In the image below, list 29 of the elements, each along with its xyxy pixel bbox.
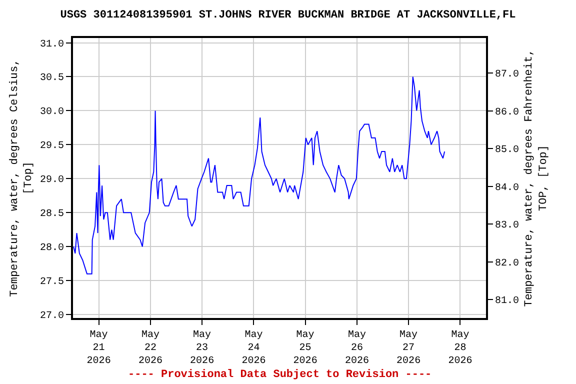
x-tick-label: May 25 2026	[293, 330, 318, 367]
y-tick-label: 28.5	[40, 209, 64, 220]
x-tick-label: May 28 2026	[448, 330, 472, 367]
x-tick-label: May 23 2026	[190, 330, 214, 367]
y2-tick-label: 84.0	[495, 182, 520, 194]
x-tick-label: May 21 2026	[86, 330, 111, 367]
x-tick-label: May 22 2026	[138, 330, 162, 367]
y2-axis-title: Temperature, water, degrees Fahrenheit, TOP, [Top]	[524, 49, 550, 307]
x-tick-label: May 24 2026	[242, 330, 266, 367]
y-tick-label: 28.0	[40, 243, 64, 254]
y-tick-label: 27.5	[40, 277, 64, 288]
y-tick-label: 27.0	[40, 311, 64, 322]
line-series	[73, 76, 446, 274]
x-tick-label: May 26 2026	[344, 330, 369, 367]
y-tick-label: 29.0	[40, 175, 64, 186]
y2-tick-label: 85.0	[495, 145, 520, 156]
y-axis-title: Temperature, water, degrees Celsius, [Top]	[8, 59, 36, 297]
text: ---- Provisional Data Subject to Revision ----	[128, 369, 432, 381]
y-tick-label: 30.5	[40, 73, 64, 84]
x-tick-label: May 27 2026	[396, 330, 421, 367]
y2-tick-label: 83.0	[495, 220, 520, 232]
y2-tick-label: 87.0	[495, 70, 520, 81]
y-tick-label: 30.0	[40, 107, 64, 118]
y2-tick-label: 82.0	[495, 258, 520, 270]
y-tick-label: 29.5	[40, 141, 64, 152]
y2-tick-label: 81.0	[495, 296, 520, 308]
chart-title: USGS 301124081395901 ST.JOHNS RIVER BUCKMAN BRIDGE AT JACKSONVILLE,FL	[60, 9, 516, 22]
y2-tick-label: 86.0	[495, 107, 520, 118]
y-tick-label: 31.0	[40, 39, 64, 50]
